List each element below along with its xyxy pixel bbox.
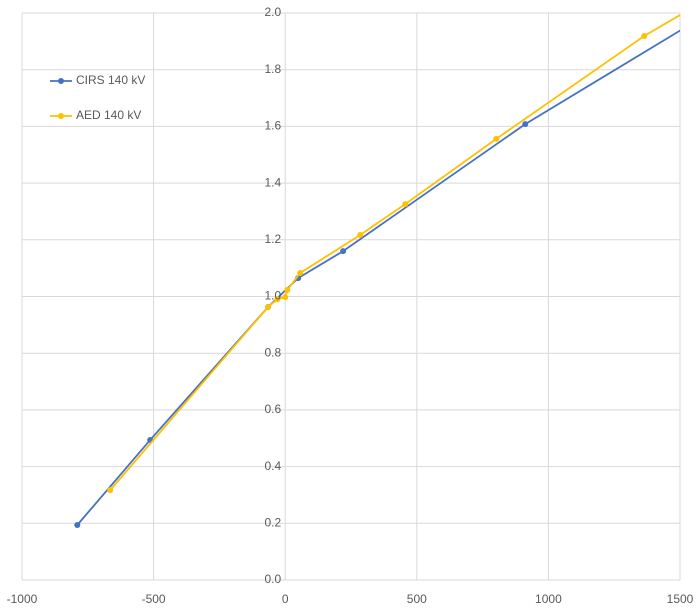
labels: 0.0 0.2 0.4 0.6 0.8 1.0 1.2 1.4 1.6 1.8 2.0 -1000 -5… [7, 5, 694, 606]
x-tick-label: 0 [282, 592, 289, 606]
series-line [76, 29, 680, 526]
data-point [340, 248, 347, 255]
grid [21, 12, 681, 581]
y-tick-label: 1.0 [265, 289, 282, 303]
y-tick-label: 1.8 [265, 62, 282, 76]
y-tick-label: 0.0 [265, 572, 282, 586]
y-tick-label: 0.8 [265, 345, 282, 359]
data-point [493, 135, 500, 142]
data-point [284, 286, 291, 293]
legend-label: CIRS 140 kV [76, 73, 145, 87]
data-point [74, 522, 81, 529]
y-tick-label: 0.2 [265, 515, 282, 529]
y-tick-label: 0.4 [265, 459, 282, 473]
data-point [282, 294, 289, 301]
x-tick-label: 500 [407, 592, 427, 606]
data-point [297, 269, 304, 276]
plot-area [74, 14, 680, 529]
y-tick-label: 1.2 [265, 232, 282, 246]
x-tick-label: 1500 [667, 592, 694, 606]
data-point [274, 296, 281, 303]
x-tick-label: -500 [142, 592, 166, 606]
legend-marker [58, 113, 64, 119]
x-tick-label: -1000 [7, 592, 38, 606]
data-point [107, 487, 114, 494]
legend-marker [58, 78, 64, 84]
y-tick-label: 1.6 [265, 119, 282, 133]
y-tick-label: 2.0 [265, 5, 282, 19]
x-tick-label: 1000 [535, 592, 562, 606]
y-tick-label: 0.6 [265, 402, 282, 416]
data-point [265, 303, 272, 310]
data-point [357, 231, 364, 238]
data-point [522, 121, 529, 128]
data-point [402, 201, 409, 208]
legend-label: AED 140 kV [76, 108, 141, 122]
series-line [109, 14, 680, 491]
data-point [641, 32, 648, 39]
y-tick-label: 1.4 [265, 175, 282, 189]
